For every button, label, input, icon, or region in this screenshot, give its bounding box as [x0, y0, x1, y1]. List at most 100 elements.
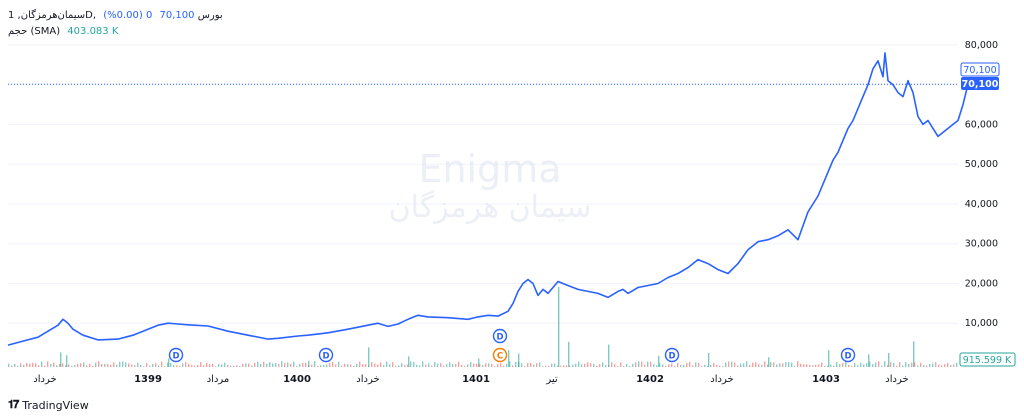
- volume-bar: [50, 364, 52, 367]
- volume-bar: [122, 361, 124, 367]
- volume-bar: [662, 364, 664, 367]
- volume-bar: [557, 365, 559, 367]
- volume-bar: [365, 364, 367, 367]
- volume-bar: [647, 361, 649, 367]
- volume-bar: [338, 361, 340, 367]
- dividend-marker-icon[interactable]: D: [664, 347, 680, 363]
- volume-bar: [806, 364, 808, 367]
- volume-bar: [212, 363, 214, 367]
- volume-bar: [323, 364, 325, 367]
- volume-bar: [791, 362, 793, 367]
- volume-bar: [560, 365, 562, 367]
- volume-bar: [686, 362, 688, 367]
- volume-bar: [809, 364, 811, 367]
- volume-bar: [176, 365, 178, 367]
- volume-bar: [828, 350, 830, 367]
- volume-bar: [890, 362, 892, 367]
- volume-bar: [658, 355, 660, 367]
- volume-bar: [209, 364, 211, 367]
- volume-bar: [911, 362, 913, 367]
- volume-bar: [386, 361, 388, 367]
- dividend-marker-icon[interactable]: D: [840, 347, 856, 363]
- volume-bar: [329, 363, 331, 367]
- legend-volume-value: 403.083 K: [67, 26, 119, 37]
- volume-bar: [508, 350, 510, 367]
- dividend-marker-icon[interactable]: D: [318, 347, 334, 363]
- legend-symbol[interactable]: سیمان‌هرمزگان, 1D, بورس: [8, 10, 223, 21]
- volume-bar: [707, 366, 709, 367]
- tradingview-attribution[interactable]: 𝟏𝟕 TradingView: [8, 398, 89, 412]
- volume-bar: [140, 364, 142, 367]
- dividend-markers: D DDC D D: [168, 328, 856, 363]
- volume-bar: [89, 363, 91, 367]
- volume-bar: [761, 364, 763, 367]
- volume-bar: [44, 365, 46, 367]
- volume-bar: [860, 362, 862, 367]
- volume-bar: [236, 365, 238, 367]
- dividend-marker-icon[interactable]: D: [168, 347, 184, 363]
- volume-bar: [332, 361, 334, 367]
- volume-bar: [464, 365, 466, 367]
- volume-bar: [185, 361, 187, 367]
- volume-bar: [941, 365, 943, 367]
- volume-bar: [467, 364, 469, 367]
- x-tick-label: 1402: [636, 374, 664, 385]
- dividend-marker-icon[interactable]: D: [492, 328, 508, 344]
- volume-bar: [728, 361, 730, 367]
- volume-bar: [260, 363, 262, 367]
- volume-bar: [593, 363, 595, 367]
- volume-bar: [536, 363, 538, 367]
- volume-bar: [902, 365, 904, 367]
- volume-bar: [590, 363, 592, 367]
- volume-bar: [785, 362, 787, 367]
- volume-bar: [224, 362, 226, 367]
- volume-bar: [239, 366, 241, 367]
- volume-bar: [341, 365, 343, 367]
- watermark: Enigma سیمان هرمزگان: [380, 148, 600, 226]
- volume-bar: [125, 362, 127, 367]
- volume-bar: [419, 365, 421, 367]
- volume-bar: [404, 364, 406, 367]
- volume-bar: [335, 364, 337, 367]
- volume-bar: [497, 363, 499, 367]
- volume-bar: [437, 363, 439, 367]
- volume-bar: [317, 365, 319, 367]
- volume-bar: [875, 362, 877, 367]
- volume-bar: [920, 362, 922, 367]
- volume-bar: [368, 347, 370, 367]
- x-tick-label: خرداد: [885, 374, 908, 385]
- volume-bar: [653, 364, 655, 367]
- volume-bar: [478, 358, 480, 367]
- volume-bar: [695, 362, 697, 367]
- split-marker-icon[interactable]: C: [492, 347, 508, 363]
- volume-bar: [407, 364, 409, 367]
- volume-bar: [245, 363, 247, 367]
- volume-bar: [14, 363, 16, 367]
- legend-volume-label[interactable]: حجم (SMA): [8, 26, 61, 37]
- tradingview-logo-icon: 𝟏𝟕: [8, 398, 19, 411]
- volume-bar: [827, 365, 829, 367]
- volume-bar: [533, 364, 535, 367]
- volume-bar: [581, 364, 583, 367]
- volume-bar: [659, 363, 661, 367]
- volume-bar: [539, 362, 541, 367]
- volume-bar: [408, 356, 410, 367]
- price-tag-top: 70,100: [960, 62, 1000, 77]
- volume-bar: [938, 364, 940, 367]
- volume-bar: [308, 360, 310, 367]
- volume-bar: [203, 365, 205, 367]
- volume-bar: [788, 361, 790, 367]
- volume-bar: [92, 365, 94, 367]
- volume-bar: [554, 363, 556, 367]
- volume-bar: [572, 364, 574, 367]
- volume-bar: [773, 362, 775, 367]
- volume-bar: [80, 363, 82, 367]
- volume-bar: [524, 366, 526, 367]
- volume-bar: [611, 362, 613, 367]
- volume-bar: [617, 366, 619, 367]
- volume-bar: [782, 363, 784, 367]
- volume-bar: [455, 363, 457, 367]
- volume-bar: [818, 364, 820, 367]
- volume-bar: [620, 362, 622, 367]
